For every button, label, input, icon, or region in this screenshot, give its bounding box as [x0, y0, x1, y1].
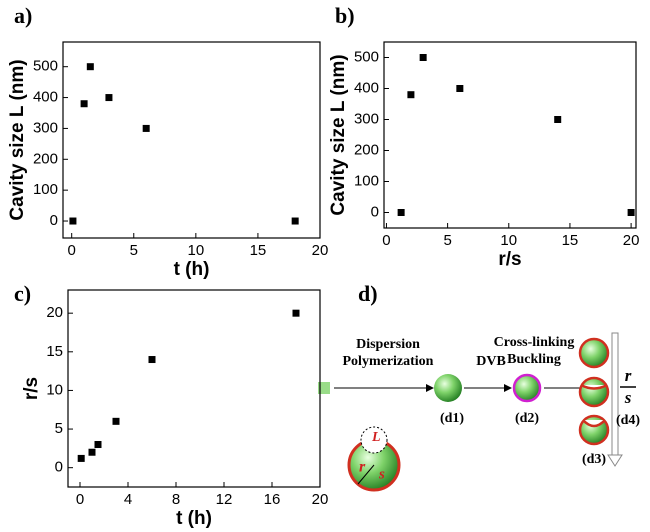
x-tick-label: 0: [382, 232, 390, 249]
data-point: [105, 94, 113, 102]
data-point: [86, 63, 94, 71]
inset-label: r: [359, 459, 366, 476]
data-point: [77, 454, 85, 462]
y-axis-label: r/s: [21, 377, 42, 400]
data-point: [80, 100, 88, 108]
diagram: d) Dispersion Polymerization DVB Cross-l…: [318, 281, 640, 492]
data-point: [419, 54, 427, 61]
x-tick-label: 5: [443, 232, 451, 249]
data-point: [291, 217, 299, 225]
plot-frame: [67, 289, 321, 488]
dimple: [582, 419, 606, 428]
x-tick-label: 20: [312, 491, 329, 508]
y-tick-label: 0: [371, 203, 379, 220]
seed-particles: [318, 382, 330, 394]
y-tick-label: 200: [354, 141, 379, 158]
data-point: [88, 448, 96, 456]
x-tick-label: 10: [500, 232, 517, 249]
y-tick-label: 500: [354, 48, 379, 65]
ratio-top: r: [625, 366, 632, 385]
y-tick-label: 300: [33, 119, 58, 136]
sphere: [578, 376, 610, 408]
plot-frame: [383, 41, 637, 229]
x-tick-label: 20: [623, 232, 640, 249]
gradient-arrowhead: [607, 454, 623, 467]
radius-line: [357, 464, 375, 485]
y-tick-label: 0: [50, 212, 58, 229]
y-tick-label: 100: [33, 181, 58, 198]
y-axis-label: Cavity size L (nm): [7, 59, 28, 220]
y-tick-label: 10: [46, 381, 63, 398]
inset-label: s: [378, 466, 385, 482]
y-tick-label: 20: [46, 304, 63, 321]
x-axis-label: t (h): [174, 259, 210, 280]
data-point: [407, 91, 415, 99]
sphere: [578, 337, 610, 369]
x-tick-label: 15: [562, 232, 579, 249]
gradient-arrow: [611, 332, 619, 456]
x-tick-label: 0: [76, 491, 84, 508]
sphere: [512, 373, 542, 403]
y-axis-label: Cavity size L (nm): [328, 54, 349, 215]
y-tick-label: 100: [354, 172, 379, 189]
sphere: [434, 374, 462, 402]
arrowhead: [504, 384, 512, 392]
step-id: (d1): [440, 411, 464, 426]
data-point: [112, 417, 120, 425]
inset-label: L: [371, 430, 381, 445]
x-tick-label: 15: [250, 242, 267, 259]
data-point: [292, 309, 300, 317]
panel-label: b): [335, 3, 355, 28]
data-point: [69, 217, 77, 225]
x-axis-label: t (h): [176, 508, 212, 529]
x-tick-label: 8: [172, 491, 180, 508]
data-point: [627, 209, 635, 216]
y-tick-label: 200: [33, 150, 58, 167]
y-tick-label: 400: [33, 89, 58, 106]
y-tick-label: 400: [354, 79, 379, 96]
x-tick-label: 5: [130, 242, 138, 259]
ratio-bottom: s: [624, 388, 632, 407]
panel-label: a): [14, 3, 32, 28]
step-id: (d3): [582, 452, 606, 467]
dimple: [580, 383, 608, 390]
x-tick-label: 20: [312, 242, 329, 259]
inset-cap: [360, 426, 388, 454]
x-tick-label: 10: [188, 242, 205, 259]
y-tick-label: 5: [55, 420, 63, 437]
step-id: (d2): [515, 411, 539, 426]
x-tick-label: 4: [124, 491, 132, 508]
data-point: [94, 441, 102, 449]
arrowhead: [426, 384, 434, 392]
data-point: [148, 356, 156, 364]
y-tick-label: 500: [33, 58, 58, 75]
step-label: DVB: [476, 354, 506, 369]
step-label: Polymerization: [343, 354, 434, 369]
step-label: Dispersion: [356, 337, 420, 352]
data-point: [397, 209, 405, 216]
data-point: [142, 124, 150, 132]
plot-frame: [62, 41, 321, 239]
y-tick-label: 300: [354, 110, 379, 127]
panel-label: c): [14, 281, 31, 306]
step-label: Cross-linking: [494, 335, 575, 350]
x-tick-label: 0: [68, 242, 76, 259]
data-point: [554, 116, 562, 123]
y-tick-label: 0: [55, 459, 63, 476]
data-point: [456, 85, 464, 92]
x-tick-label: 16: [264, 491, 281, 508]
x-tick-label: 12: [216, 491, 233, 508]
panel-label: d): [358, 281, 378, 306]
x-axis-label: r/s: [498, 249, 521, 270]
step-label: Buckling: [507, 352, 561, 367]
y-tick-label: 15: [46, 343, 63, 360]
step-id: (d4): [616, 413, 640, 428]
